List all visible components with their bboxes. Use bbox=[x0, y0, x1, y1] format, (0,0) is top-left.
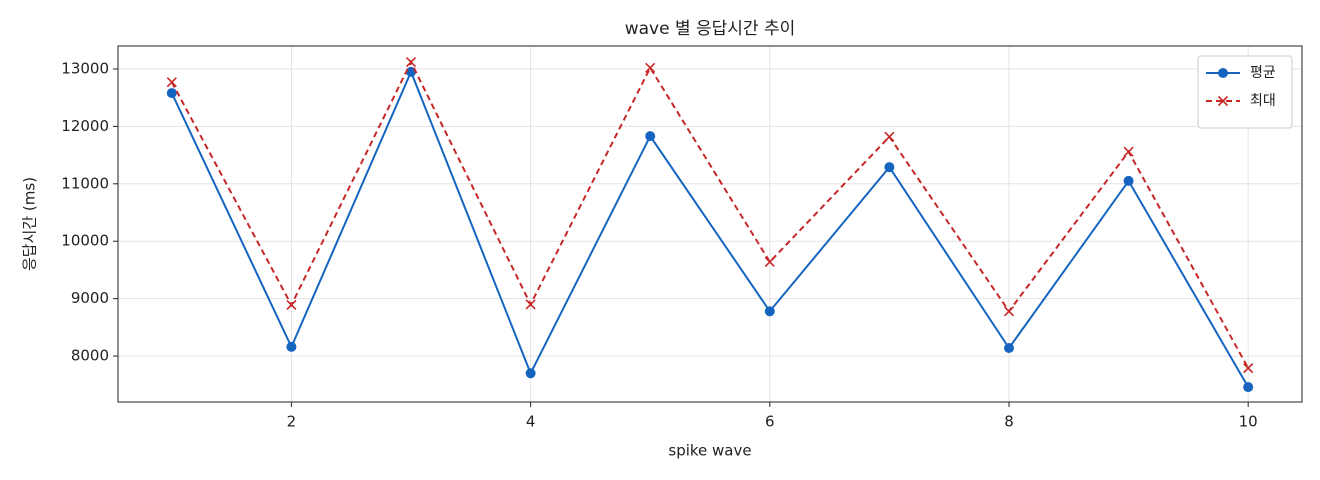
data-point bbox=[1243, 363, 1254, 374]
data-point bbox=[884, 162, 895, 173]
y-tick-label: 12000 bbox=[61, 117, 109, 135]
x-tick-label: 10 bbox=[1239, 413, 1258, 431]
data-point bbox=[1003, 306, 1015, 317]
series-line bbox=[170, 69, 1250, 388]
plot-frame bbox=[117, 45, 1303, 403]
data-point bbox=[525, 299, 536, 310]
legend-marker bbox=[1218, 68, 1228, 78]
y-tick-label: 8000 bbox=[71, 347, 109, 365]
data-point bbox=[166, 77, 177, 88]
data-point bbox=[286, 299, 297, 311]
series-line bbox=[170, 59, 1250, 369]
data-point bbox=[1123, 175, 1134, 186]
x-tick-label: 6 bbox=[765, 413, 775, 431]
data-point bbox=[525, 368, 536, 379]
legend-label: 평균 bbox=[1250, 65, 1276, 81]
y-tick-label: 10000 bbox=[61, 232, 109, 250]
y-axis-label: 응답시간 (ms) bbox=[21, 177, 39, 271]
legend-box bbox=[1197, 55, 1293, 129]
data-point bbox=[764, 256, 775, 267]
x-tick-label: 8 bbox=[1004, 413, 1014, 431]
x-tick-label: 2 bbox=[287, 413, 297, 431]
data-point bbox=[645, 62, 656, 73]
y-tick-label: 9000 bbox=[71, 289, 109, 307]
data-point bbox=[1123, 146, 1134, 157]
legend-label: 최대 bbox=[1250, 93, 1276, 109]
data-point bbox=[884, 131, 895, 142]
data-point bbox=[286, 341, 297, 352]
y-tick-label: 13000 bbox=[61, 59, 109, 77]
x-axis-label: spike wave bbox=[668, 442, 751, 460]
data-point bbox=[1003, 343, 1014, 354]
data-point bbox=[764, 306, 775, 317]
chart-title: wave 별 응답시간 추이 bbox=[625, 19, 796, 39]
y-tick-label: 11000 bbox=[61, 174, 109, 192]
legend-marker bbox=[1217, 95, 1229, 107]
data-point bbox=[405, 57, 417, 68]
data-point bbox=[166, 88, 177, 99]
x-tick-label: 4 bbox=[526, 413, 536, 431]
data-point bbox=[1243, 382, 1254, 393]
data-point bbox=[645, 131, 656, 142]
